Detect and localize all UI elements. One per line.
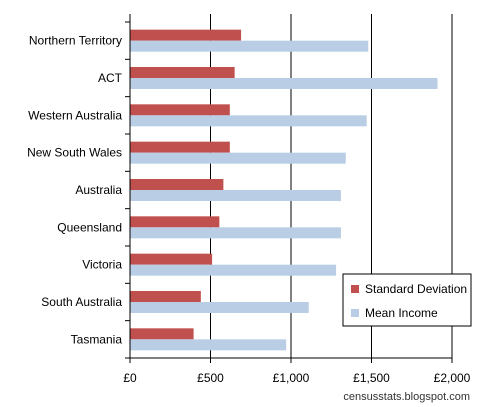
bar-mean-income-0	[130, 40, 369, 52]
bar-standard-deviation-8	[130, 328, 194, 340]
x-tick-label-2: £1,000	[273, 371, 310, 385]
legend-swatch-1	[351, 309, 359, 317]
bar-standard-deviation-1	[130, 67, 235, 78]
category-label-1: ACT	[98, 71, 123, 85]
bar-standard-deviation-5	[130, 216, 220, 228]
bar-mean-income-7	[130, 302, 309, 313]
category-labels: Northern Territory ACT Western Australia Ne…	[27, 34, 123, 347]
category-label-7: South Australia	[41, 295, 122, 309]
category-label-8: Tasmania	[71, 332, 123, 346]
x-tick-labels: £0 £500 £1,000 £1,500 £2,000	[123, 371, 470, 385]
x-tick-label-0: £0	[123, 371, 137, 385]
bar-mean-income-2	[130, 115, 367, 127]
bars	[130, 29, 438, 351]
bar-standard-deviation-6	[130, 253, 213, 265]
bar-mean-income-5	[130, 227, 341, 239]
category-label-0: Northern Territory	[29, 34, 122, 48]
bar-standard-deviation-7	[130, 291, 201, 302]
bar-standard-deviation-3	[130, 141, 230, 153]
legend-box	[342, 273, 472, 327]
x-tick-label-4: £2,000	[434, 371, 471, 385]
x-tick-label-1: £500	[197, 371, 224, 385]
bar-standard-deviation-4	[130, 179, 224, 190]
category-label-3: New South Wales	[27, 146, 122, 160]
bar-standard-deviation-0	[130, 29, 242, 41]
legend-swatch-0	[351, 285, 359, 293]
bar-standard-deviation-2	[130, 104, 230, 116]
bar-mean-income-1	[130, 78, 438, 89]
bar-mean-income-4	[130, 190, 341, 201]
axes	[125, 14, 453, 363]
legend-label-0: Standard Deviation	[365, 282, 467, 296]
x-tick-label-3: £1,500	[353, 371, 390, 385]
bar-mean-income-6	[130, 264, 337, 276]
legend-label-1: Mean Income	[365, 306, 438, 320]
category-label-2: Western Australia	[28, 108, 122, 122]
category-label-6: Victoria	[82, 258, 122, 272]
legend: Standard Deviation Mean Income	[342, 273, 472, 327]
category-label-5: Queensland	[57, 220, 122, 234]
source-credit: censusstats.blogspot.com	[343, 391, 470, 403]
category-label-4: Australia	[75, 183, 122, 197]
bar-mean-income-8	[130, 339, 287, 351]
bar-mean-income-3	[130, 152, 346, 164]
